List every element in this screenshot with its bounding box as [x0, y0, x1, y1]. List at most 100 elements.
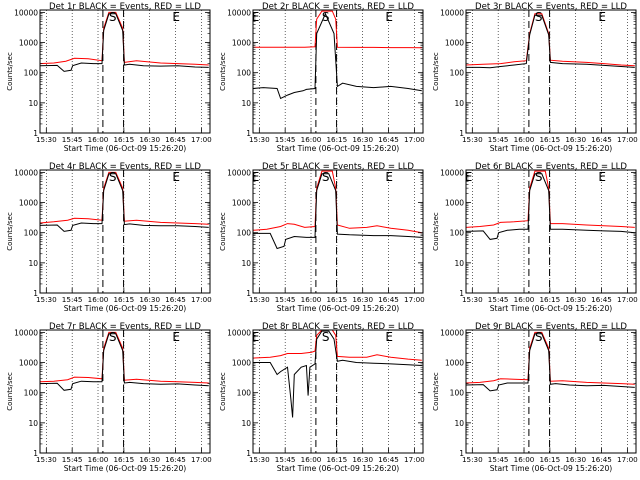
chart-panel: Det 7r BLACK = Events, RED = LLD 1 10 100 10… [6, 322, 212, 473]
time-marker-s: S [109, 330, 117, 344]
y-axis-label: Counts/sec [432, 372, 440, 411]
chart-panel: Det 6r BLACK = Events, RED = LLD 1 10 100 10… [432, 162, 638, 313]
x-tick-label: 16:00 [88, 455, 109, 464]
x-tick-label: 16:15 [113, 295, 134, 304]
time-marker-s: S [322, 170, 330, 184]
x-tick-label: 16:30 [139, 295, 160, 304]
x-tick-label: 15:30 [36, 135, 57, 144]
chart-panel: Det 4r BLACK = Events, RED = LLD 1 10 100 10… [6, 162, 212, 313]
time-marker-s: S [322, 10, 330, 24]
x-tick-label: 16:15 [113, 135, 134, 144]
y-tick-label: 100 [24, 389, 39, 398]
time-marker-s: S [109, 170, 117, 184]
plot-frame [465, 329, 637, 454]
y-axis-label: Counts/sec [6, 372, 14, 411]
chart-panel: Det 3r BLACK = Events, RED = LLD 1 10 100 10… [432, 2, 638, 153]
chart-panel: Det 1r BLACK = Events, RED = LLD 1 10 100 10… [6, 2, 212, 153]
y-tick-label: 10 [454, 419, 464, 428]
y-tick-label: 1000 [19, 359, 38, 368]
series-line-events [465, 333, 635, 392]
y-tick-label: 1000 [232, 199, 251, 208]
x-tick-label: 15:30 [462, 135, 483, 144]
x-tick-label: 15:45 [488, 135, 509, 144]
x-tick-label: 16:15 [539, 295, 560, 304]
x-tick-label: 17:00 [191, 295, 212, 304]
series-line-events [465, 173, 635, 240]
x-axis-label: Start Time (06-Oct-09 15:26:20) [490, 144, 613, 153]
y-tick-label: 1 [33, 289, 38, 298]
y-tick-label: 1 [246, 129, 251, 138]
y-tick-label: 10000 [227, 328, 251, 337]
y-tick-label: 10 [28, 259, 38, 268]
y-tick-label: 100 [450, 69, 465, 78]
x-tick-label: 17:00 [404, 295, 425, 304]
series-line-lld [39, 331, 209, 384]
y-axis-label: Counts/sec [432, 212, 440, 251]
time-marker-s: S [535, 170, 543, 184]
x-tick-label: 16:00 [514, 135, 535, 144]
y-tick-label: 1000 [445, 199, 464, 208]
x-tick-label: 16:30 [139, 455, 160, 464]
chart-title: Det 2r BLACK = Events, RED = LLD [262, 2, 414, 12]
y-tick-label: 100 [450, 229, 465, 238]
x-tick-label: 16:45 [165, 135, 186, 144]
y-tick-label: 10000 [440, 168, 464, 177]
y-tick-label: 100 [237, 389, 252, 398]
y-tick-label: 100 [450, 389, 465, 398]
x-tick-label: 16:00 [301, 295, 322, 304]
plot-frame [252, 329, 424, 454]
x-tick-label: 16:00 [514, 455, 535, 464]
x-tick-label: 15:30 [36, 295, 57, 304]
y-tick-label: 10000 [14, 8, 38, 17]
chart-title: Det 9r BLACK = Events, RED = LLD [475, 322, 627, 332]
x-tick-label: 17:00 [191, 135, 212, 144]
plot-frame [252, 169, 424, 294]
x-tick-label: 15:45 [488, 295, 509, 304]
x-axis-label: Start Time (06-Oct-09 15:26:20) [277, 464, 400, 473]
x-tick-label: 16:30 [352, 295, 373, 304]
series-line-events [253, 173, 422, 250]
time-marker-e: E [252, 330, 260, 344]
x-tick-label: 16:45 [591, 135, 612, 144]
time-marker-e: E [385, 170, 393, 184]
x-axis-label: Start Time (06-Oct-09 15:26:20) [277, 304, 400, 313]
x-tick-label: 15:45 [488, 455, 509, 464]
x-tick-label: 16:15 [539, 135, 560, 144]
y-tick-label: 1 [459, 129, 464, 138]
x-tick-label: 17:00 [617, 135, 638, 144]
time-marker-e: E [465, 170, 473, 184]
time-marker-s: S [535, 330, 543, 344]
x-tick-label: 16:30 [352, 135, 373, 144]
time-marker-e: E [172, 10, 180, 24]
series-line-lld [39, 11, 209, 66]
plot-frame [465, 9, 637, 134]
x-tick-label: 15:45 [275, 135, 296, 144]
time-marker-s: S [535, 10, 543, 24]
x-axis-label: Start Time (06-Oct-09 15:26:20) [277, 144, 400, 153]
x-tick-label: 16:15 [326, 135, 347, 144]
y-tick-label: 100 [237, 229, 252, 238]
x-tick-label: 15:45 [62, 135, 83, 144]
x-tick-label: 16:30 [352, 455, 373, 464]
x-tick-label: 16:30 [565, 135, 586, 144]
x-tick-label: 16:30 [565, 455, 586, 464]
x-tick-label: 16:00 [514, 295, 535, 304]
y-tick-label: 1 [33, 129, 38, 138]
y-tick-label: 10000 [227, 168, 251, 177]
time-marker-s: S [109, 10, 117, 24]
series-line-lld [253, 10, 422, 49]
chart-title: Det 8r BLACK = Events, RED = LLD [262, 322, 414, 332]
x-tick-label: 15:30 [462, 455, 483, 464]
y-tick-label: 10 [241, 419, 251, 428]
plot-frame [465, 169, 637, 294]
y-tick-label: 1000 [232, 359, 251, 368]
y-tick-label: 10000 [440, 328, 464, 337]
chart-title: Det 4r BLACK = Events, RED = LLD [49, 162, 201, 172]
chart-title: Det 5r BLACK = Events, RED = LLD [262, 162, 414, 172]
x-axis-label: Start Time (06-Oct-09 15:26:20) [490, 304, 613, 313]
x-tick-label: 16:45 [378, 455, 399, 464]
x-tick-label: 15:30 [249, 295, 270, 304]
x-tick-label: 15:45 [275, 455, 296, 464]
time-marker-e: E [252, 170, 260, 184]
